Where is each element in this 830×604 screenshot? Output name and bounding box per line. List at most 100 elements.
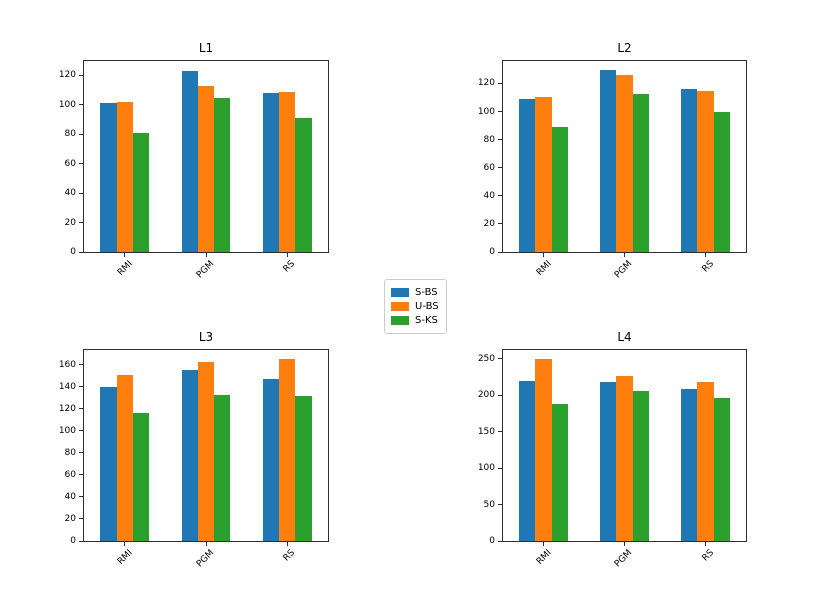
y-tick-label: 80 — [64, 129, 76, 139]
bar-s-bs-rs — [681, 89, 698, 252]
y-tick-mark — [498, 540, 502, 542]
legend-label-s-ks: S-KS — [415, 315, 438, 326]
chart-title-l3: L3 — [198, 330, 214, 344]
legend: S-BS U-BS S-KS — [384, 279, 447, 334]
x-category-label: RMI — [115, 548, 135, 567]
x-category-label: RMI — [534, 259, 554, 278]
bar-u-bs-rs — [697, 382, 714, 541]
y-tick-label: 160 — [58, 359, 76, 370]
legend-swatch-u-bs — [391, 302, 409, 311]
y-tick-label: 100 — [477, 106, 495, 117]
y-tick-label: 20 — [64, 513, 76, 524]
x-tick-mark — [624, 542, 625, 546]
legend-item-s-bs: S-BS — [391, 286, 439, 299]
bar-s-ks-rs — [713, 112, 730, 252]
y-tick-label: 20 — [483, 218, 495, 229]
chart-title-l4: L4 — [617, 330, 632, 344]
x-tick-mark — [543, 253, 544, 257]
chart-l2: L2 0 20 40 60 80 100 120 RMI PGM RS — [478, 41, 747, 280]
bar-s-bs-pgm — [600, 381, 617, 541]
chart-title-l1: L1 — [198, 41, 214, 55]
legend-item-u-bs: U-BS — [391, 300, 439, 313]
y-tick-mark — [498, 431, 502, 433]
bar-s-ks-pgm — [214, 97, 231, 252]
y-tick-mark — [79, 386, 83, 388]
y-tick-label: 250 — [477, 353, 495, 364]
y-tick-mark — [79, 222, 83, 223]
x-tick-mark — [705, 542, 706, 546]
y-tick-label: 120 — [477, 78, 495, 89]
chart-l4: L4 0 50 100 150 200 250 RMI PGM RS — [478, 330, 747, 569]
y-tick-label: 0 — [489, 536, 495, 546]
y-tick-label: 0 — [70, 247, 76, 257]
bar-s-ks-rmi — [132, 412, 150, 541]
x-tick-mark — [286, 542, 288, 546]
plot-area-l2: 0 20 40 60 80 100 120 RMI PGM RS — [478, 60, 747, 280]
x-category-label: PGM — [613, 548, 635, 570]
x-category-label: RS — [281, 548, 298, 564]
x-category-label: RS — [281, 259, 298, 275]
y-tick-label: 80 — [64, 447, 76, 458]
x-category-label: RMI — [115, 259, 135, 278]
x-tick-mark — [286, 253, 288, 257]
x-category-label: RMI — [534, 548, 554, 567]
legend-label-u-bs: U-BS — [415, 301, 439, 312]
bar-s-bs-pgm — [600, 70, 617, 252]
y-tick-label: 150 — [477, 426, 495, 437]
bar-s-bs-rs — [262, 378, 280, 541]
y-tick-mark — [498, 195, 502, 197]
y-tick-mark — [79, 474, 83, 476]
y-tick-mark — [79, 518, 83, 520]
y-tick-label: 120 — [58, 70, 76, 80]
bar-s-bs-rmi — [519, 98, 536, 252]
y-tick-label: 20 — [64, 217, 76, 228]
y-tick-mark — [79, 251, 83, 253]
y-tick-mark — [79, 163, 83, 164]
y-tick-label: 0 — [489, 247, 495, 257]
y-tick-mark — [79, 133, 83, 135]
bar-s-bs-pgm — [181, 70, 198, 252]
legend-label-s-bs: S-BS — [415, 287, 438, 298]
legend-swatch-s-bs — [391, 288, 409, 297]
bar-u-bs-pgm — [616, 75, 633, 252]
bar-s-ks-pgm — [214, 394, 231, 541]
y-tick-label: 0 — [70, 536, 76, 546]
y-tick-label: 100 — [477, 463, 495, 474]
bar-s-ks-rs — [713, 398, 730, 541]
y-tick-label: 60 — [64, 158, 76, 169]
bar-s-ks-rs — [295, 117, 312, 252]
x-category-label: RS — [700, 548, 716, 564]
y-tick-mark — [498, 251, 502, 253]
y-tick-mark — [498, 467, 502, 469]
x-category-label: PGM — [194, 548, 217, 570]
y-tick-mark — [498, 82, 502, 84]
bar-s-ks-rmi — [132, 133, 150, 252]
bar-s-bs-rmi — [100, 386, 117, 541]
y-tick-mark — [498, 394, 502, 396]
y-tick-label: 100 — [58, 425, 76, 436]
y-tick-mark — [498, 504, 502, 506]
bar-u-bs-rs — [279, 91, 296, 252]
bar-u-bs-rmi — [535, 359, 552, 541]
y-tick-mark — [498, 167, 502, 169]
chart-title-l2: L2 — [617, 41, 632, 55]
bar-u-bs-pgm — [616, 376, 633, 541]
bar-s-ks-pgm — [632, 94, 649, 252]
legend-swatch-s-ks — [391, 316, 409, 325]
bar-u-bs-rs — [279, 359, 296, 541]
bar-s-ks-rs — [295, 396, 312, 541]
y-tick-mark — [79, 452, 83, 454]
y-tick-label: 120 — [58, 403, 76, 414]
y-tick-label: 60 — [64, 469, 76, 480]
plot-area-l1: 0 20 40 60 80 100 120 RMI PGM RS — [59, 60, 329, 280]
plot-area-l3: 0 20 40 60 80 100 120 140 160 RMI PGM RS — [59, 349, 329, 569]
plot-area-l4: 0 50 100 150 200 250 RMI PGM RS — [478, 349, 747, 569]
bar-s-bs-rmi — [519, 381, 536, 541]
bar-s-bs-rmi — [100, 103, 117, 252]
legend-item-s-ks: S-KS — [391, 314, 439, 327]
y-tick-mark — [79, 540, 83, 542]
bar-s-ks-pgm — [632, 391, 649, 541]
x-tick-mark — [124, 542, 126, 546]
y-tick-mark — [498, 223, 502, 225]
y-tick-mark — [79, 496, 83, 498]
